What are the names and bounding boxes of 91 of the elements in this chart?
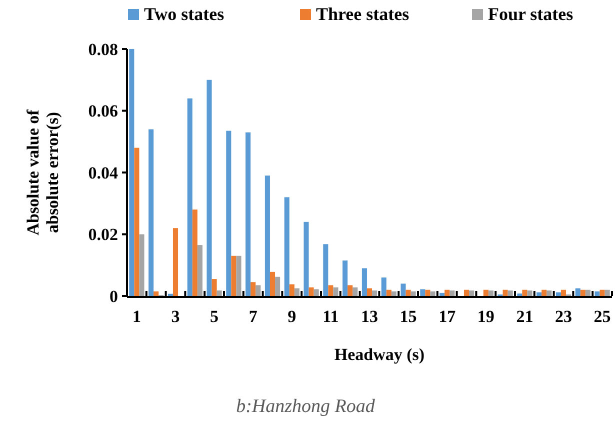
y-tick-label: 0.08 [88, 40, 118, 59]
bar [206, 80, 212, 296]
bar [294, 288, 300, 296]
bar [348, 285, 353, 296]
legend-label: Four states [488, 4, 574, 24]
bar [575, 288, 580, 296]
bar [386, 290, 392, 296]
bar [604, 290, 610, 296]
bar [546, 290, 552, 296]
y-tick-label: 0.04 [88, 163, 118, 182]
bar [289, 284, 294, 296]
bar [542, 290, 547, 296]
bar [444, 290, 450, 296]
bar [275, 276, 280, 296]
bar [172, 228, 178, 296]
bar [212, 279, 217, 296]
x-axis-title: Headway (s) [334, 345, 425, 364]
bar [450, 290, 455, 296]
bar [187, 98, 192, 296]
x-tick-label: 9 [288, 307, 296, 326]
bar [536, 292, 542, 296]
y-tick-label: 0.06 [88, 102, 118, 121]
y-axis-title: Absolute value of absolute error(s) [23, 109, 62, 236]
bar [246, 132, 251, 296]
bar [236, 256, 242, 296]
x-tick-label: 3 [171, 307, 180, 326]
bar [256, 285, 261, 296]
bar [527, 290, 532, 296]
bar [362, 268, 367, 296]
bar [134, 148, 140, 296]
bar [129, 49, 134, 296]
x-tick-label: 5 [210, 307, 219, 326]
x-tick-label: 19 [477, 307, 494, 326]
bar [139, 234, 144, 296]
bar [594, 291, 600, 296]
bar [425, 290, 430, 296]
bar [231, 256, 236, 296]
bar [264, 176, 270, 296]
x-tick-label: 23 [555, 307, 572, 326]
bar [323, 244, 328, 296]
bar [197, 245, 202, 296]
bar [488, 290, 494, 296]
bar [308, 287, 314, 296]
bar [522, 290, 528, 296]
bar [216, 290, 222, 296]
x-tick-label: 7 [248, 307, 258, 326]
bar [250, 282, 256, 296]
bar [333, 287, 338, 296]
bar [328, 285, 334, 296]
x-tick-label: 17 [438, 307, 456, 326]
bar [580, 290, 586, 296]
bar [381, 277, 386, 296]
x-tick-label: 21 [516, 307, 534, 326]
bar [469, 290, 474, 296]
bar [440, 292, 445, 296]
y-tick-label: 0.02 [88, 225, 118, 244]
bar [284, 197, 290, 296]
x-tick-label: 25 [594, 307, 611, 326]
bar [430, 291, 436, 296]
bar [406, 290, 411, 296]
bar [464, 290, 470, 296]
x-tick-label: 15 [400, 307, 417, 326]
bar [352, 287, 358, 296]
text: b:Hanzhong Road [236, 396, 376, 417]
bar [391, 291, 396, 296]
bar [483, 290, 488, 296]
bar [410, 291, 416, 296]
bar [585, 290, 590, 296]
bar [148, 129, 154, 296]
bar [400, 284, 406, 296]
bar [314, 289, 319, 296]
x-tick-label: 1 [132, 307, 141, 326]
bar [192, 210, 198, 296]
bar [508, 290, 513, 296]
legend-label: Three states [316, 4, 410, 24]
bar [560, 290, 566, 296]
bar [342, 260, 348, 296]
x-tick-label: 11 [322, 307, 339, 326]
bar [366, 288, 372, 296]
bar [372, 290, 378, 296]
bar [556, 292, 561, 296]
y-tick-label: 0 [110, 286, 118, 306]
bar [270, 272, 276, 296]
x-tick-label: 13 [361, 307, 378, 326]
bar [154, 291, 159, 296]
bar [420, 289, 426, 296]
bar [502, 290, 508, 296]
bar [304, 222, 309, 296]
bar [600, 290, 605, 296]
legend-label: Two states [144, 4, 224, 24]
bar [226, 130, 232, 296]
